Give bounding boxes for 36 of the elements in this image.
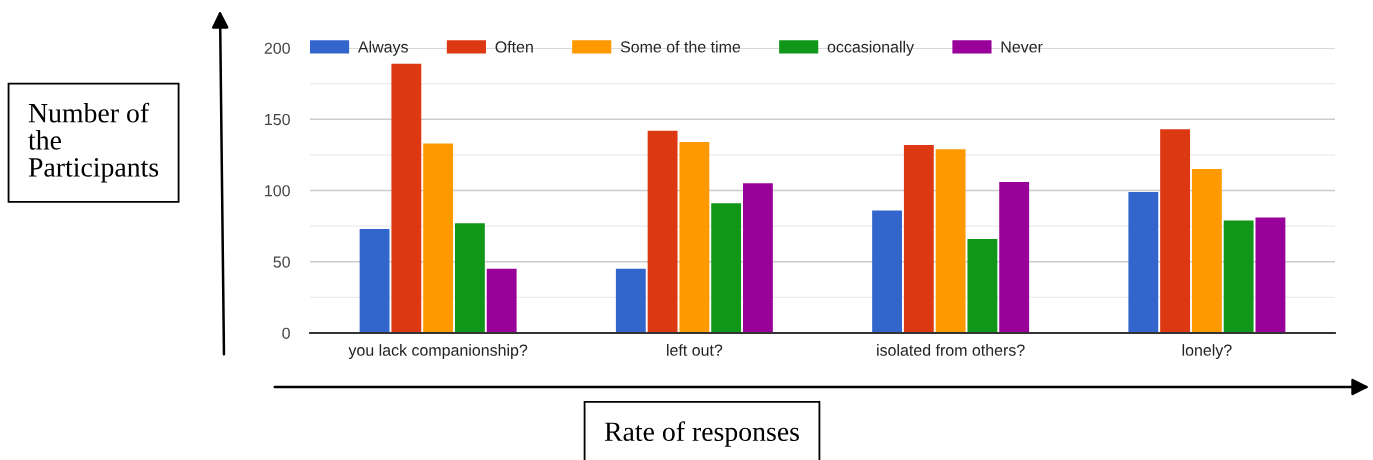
x-tick-label: isolated from others? (877, 344, 1025, 356)
bar (1191, 169, 1222, 333)
bar (486, 268, 517, 333)
bar (423, 143, 454, 333)
y-tick-label: 100 (265, 185, 290, 197)
legend-label: Always (357, 40, 408, 56)
bar (742, 183, 773, 333)
bar (679, 142, 710, 333)
bar (1160, 129, 1191, 333)
bar (1223, 220, 1254, 333)
bar (1255, 217, 1286, 333)
y-tick-label: 150 (265, 113, 290, 126)
bar (615, 268, 646, 333)
legend-label: Often (495, 40, 533, 53)
bar (999, 181, 1030, 333)
bar (711, 203, 742, 333)
legend-label: Some of the time (620, 40, 741, 53)
y-tick-label: 50 (273, 256, 290, 268)
y-tick-label: 0 (282, 327, 290, 339)
x-tick-label: left out? (667, 344, 723, 356)
bar (967, 238, 998, 333)
bar (872, 210, 903, 333)
bar (359, 228, 390, 333)
bar (935, 149, 966, 333)
y-axis-title: Number of the Participants (28, 102, 159, 183)
bar (903, 144, 934, 333)
bar (647, 130, 678, 333)
x-tick-label: you lack companionship? (348, 344, 528, 359)
legend-label: Never (1001, 41, 1043, 53)
x-axis-title: Rate of responses (604, 421, 799, 447)
bar (1128, 191, 1159, 333)
x-tick-label: lonely? (1182, 344, 1232, 359)
legend-label: occasionally (827, 40, 915, 56)
bar (391, 63, 422, 333)
bar (454, 223, 485, 333)
y-tick-label: 200 (264, 42, 290, 54)
